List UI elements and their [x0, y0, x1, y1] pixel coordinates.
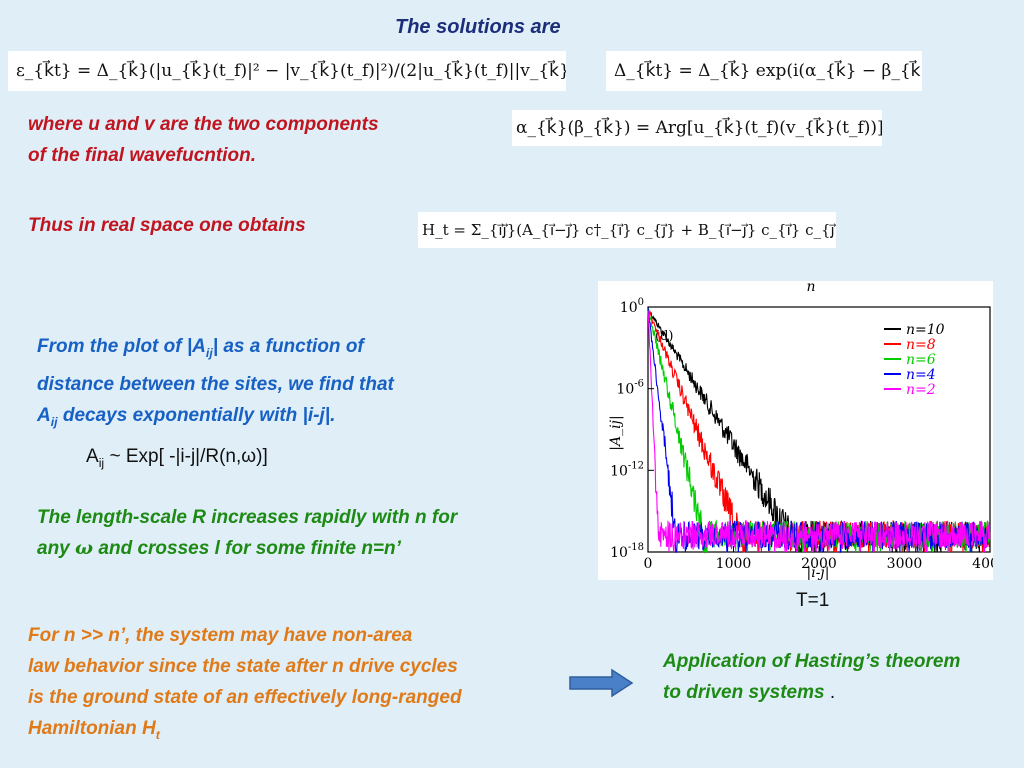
omega-symbol: ω: [75, 537, 94, 559]
legend-label-n-8: n=8: [906, 337, 936, 353]
plot-line-1-sub: ij: [205, 345, 213, 360]
equation-alpha: α_{k⃗}(β_{k⃗}) = Arg[u_{k⃗}(t_f)(v_{k⃗}(…: [512, 110, 882, 146]
equation-delta: Δ_{k⃗t} = Δ_{k⃗} exp(i(α_{k⃗} − β_{k⃗})): [606, 51, 922, 91]
decay-formula-sub: ij: [98, 455, 105, 470]
for-line-3: is the ground state of an effectively lo…: [28, 687, 462, 708]
plot-line-1-a: From the plot of |A: [37, 336, 206, 357]
equation-epsilon-text: ε_{k⃗t} = Δ_{k⃗}(|u_{k⃗}(t_f)|² − |v_{k⃗…: [16, 61, 566, 81]
equation-epsilon: ε_{k⃗t} = Δ_{k⃗}(|u_{k⃗}(t_f)|² − |v_{k⃗…: [8, 51, 566, 91]
for-line-2: law behavior since the state after n dri…: [28, 656, 458, 677]
equation-alpha-text: α_{k⃗}(β_{k⃗}) = Arg[u_{k⃗}(t_f)(v_{k⃗}(…: [516, 118, 882, 138]
decay-formula-rest: ~ Exp[ -|i-j|/R(n,ω)]: [104, 446, 268, 467]
decay-formula: Aij ~ Exp[ -|i-j|/R(n,ω)]: [86, 446, 268, 470]
plot-line-1: From the plot of |Aij| as a function of: [37, 331, 394, 369]
aij-decay-plot: n (d) 0100020003000400010010-610-1210-18…: [608, 279, 1008, 581]
equation-hamiltonian: H_t = Σ_{i⃗j⃗}(A_{i⃗−j⃗} c†_{i⃗} c_{j⃗} …: [418, 212, 836, 248]
y-tick-label-3: 10-18: [610, 542, 644, 561]
for-line-4-a: Hamiltonian H: [28, 718, 156, 739]
y-tick-label-1: 10-6: [616, 379, 644, 398]
for-line-1: For n >> n’, the system may have non-are…: [28, 625, 413, 646]
uv-description: where u and v are the two components of …: [28, 109, 379, 171]
t-label: T=1: [796, 590, 830, 611]
hasting-dot: .: [824, 682, 836, 703]
plot-description: From the plot of |Aij| as a function of …: [37, 331, 394, 438]
legend-label-n-10: n=10: [906, 322, 945, 338]
y-axis-label: |A_ij|: [608, 415, 624, 450]
legend-label-n-2: n=2: [906, 382, 936, 398]
right-arrow-icon: [569, 668, 634, 698]
for-line-4-sub: t: [155, 727, 160, 742]
x-tick-label-2000: 2000: [801, 556, 837, 572]
equation-hamiltonian-text: H_t = Σ_{i⃗j⃗}(A_{i⃗−j⃗} c†_{i⃗} c_{j⃗} …: [422, 221, 836, 239]
plot-line-3-sub: ij: [50, 414, 58, 429]
y-tick-label-0: 100: [620, 297, 644, 316]
series-line-n-2: [647, 310, 991, 553]
equation-delta-text: Δ_{k⃗t} = Δ_{k⃗} exp(i(α_{k⃗} − β_{k⃗})): [614, 61, 922, 81]
x-tick-label-3000: 3000: [887, 556, 923, 572]
hasting-text: Application of Hasting’s theorem to driv…: [663, 646, 960, 708]
legend-label-n-6: n=6: [906, 352, 936, 368]
plot-line-1-end: | as a function of: [212, 336, 364, 357]
chart-title: n: [806, 281, 815, 295]
length-line-1: The length-scale R increases rapidly wit…: [37, 507, 458, 528]
length-scale-text: The length-scale R increases rapidly wit…: [37, 502, 457, 564]
length-line-2-b: and crosses l for some finite n=n’: [93, 538, 401, 559]
x-tick-label-1000: 1000: [716, 556, 752, 572]
plot-line-3-end: decays exponentially with |i-j|.: [57, 404, 336, 426]
hasting-line-2: to driven systems .: [663, 677, 960, 708]
y-tick-label-2: 10-12: [610, 460, 644, 479]
uv-line-2: of the final wavefucntion.: [28, 145, 257, 166]
hasting-line-2-a: to driven systems: [663, 682, 825, 703]
for-line-4: Hamiltonian Ht: [28, 713, 462, 751]
length-line-2: any ω and crosses l for some finite n=n’: [37, 533, 457, 564]
x-tick-label-0: 0: [644, 556, 653, 572]
real-space-text: Thus in real space one obtains: [28, 215, 306, 236]
aij-decay-chart: n (d) 0100020003000400010010-610-1210-18…: [598, 279, 1008, 581]
x-tick-label-4000: 4000: [972, 556, 993, 572]
length-line-2-a: any: [37, 538, 76, 559]
plot-line-3: Aij decays exponentially with |i-j|.: [37, 400, 394, 438]
decay-formula-a: A: [86, 446, 99, 467]
non-area-law-text: For n >> n’, the system may have non-are…: [28, 620, 462, 751]
hasting-line-1: Application of Hasting’s theorem: [663, 651, 961, 672]
legend-label-n-4: n=4: [906, 367, 936, 383]
slide-title: The solutions are: [395, 16, 561, 38]
plot-line-2: distance between the sites, we find that: [37, 373, 394, 395]
series-line-n-6: [647, 308, 991, 554]
plot-line-3-a: A: [37, 404, 51, 426]
x-axis-label: |i-j|: [807, 565, 830, 580]
uv-line-1: where u and v are the two components: [28, 114, 379, 135]
